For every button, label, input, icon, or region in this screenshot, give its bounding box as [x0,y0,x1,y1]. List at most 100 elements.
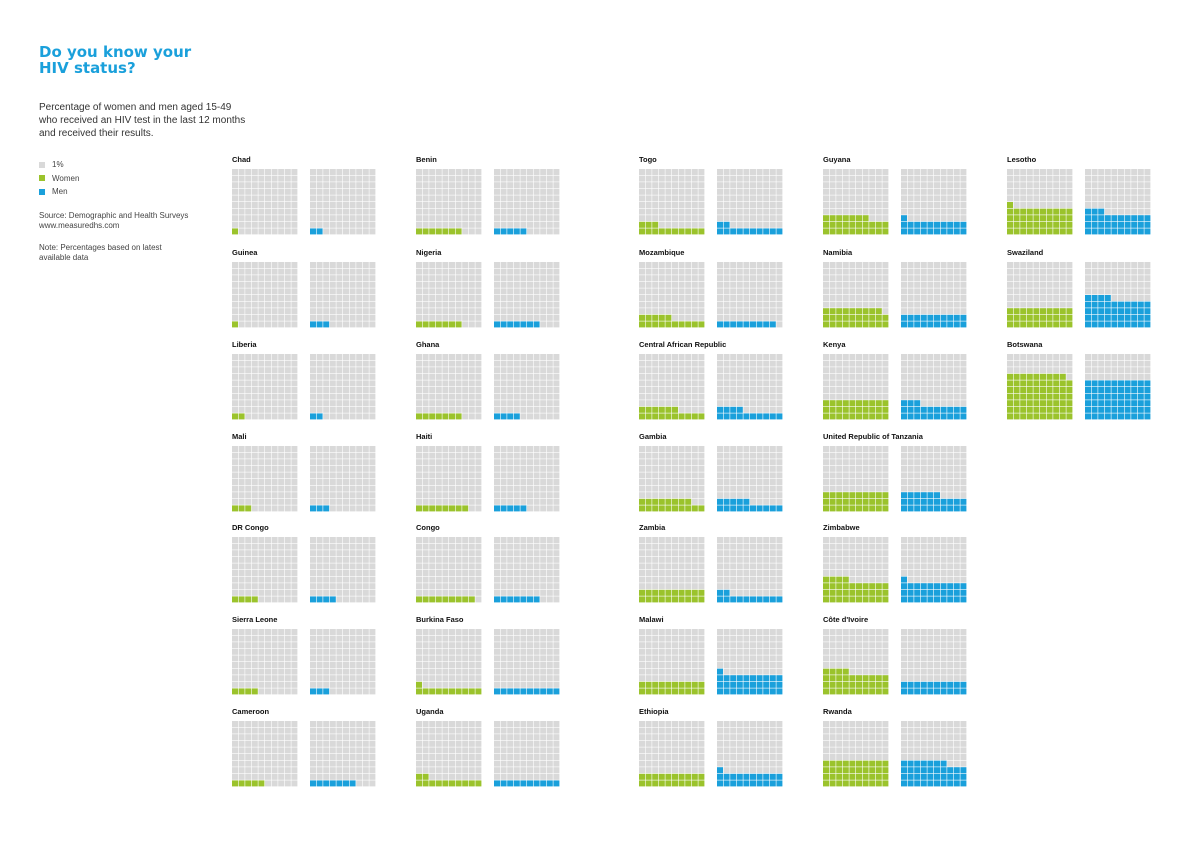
waffle-men-haiti-cell [540,452,547,459]
waffle-women-guinea-cell [284,262,291,268]
waffle-women-chad-cell [291,188,298,195]
waffle-men-ethiopia-cell [763,754,770,760]
waffle-men-chad-cell [310,208,316,215]
waffle-men-liberia-cell [362,373,369,380]
waffle-women-zambia-cell [698,543,705,550]
waffle-women-liberia-cell [278,354,285,360]
waffle-women-haiti-cell [449,459,455,466]
waffle-men-guyana-cell [947,195,954,202]
waffle-men-benin-cell [520,215,527,222]
waffle-women-congo-cell [429,583,436,590]
waffle-men-central-african-republic-cell [756,387,763,393]
waffle-men-mali-cell [323,505,330,512]
waffle-women-guyana-cell [836,182,843,189]
waffle-women-guinea-cell [232,281,238,288]
waffle-men-mozambique-cell [763,321,770,328]
waffle-women-mali-cell [265,465,271,472]
waffle-men-togo-cell [750,188,756,195]
waffle-women-ethiopia-cell [685,773,692,780]
waffle-men-gambia-cell [776,505,783,512]
waffle-men-burkina-faso-cell [540,655,547,662]
waffle-men-namibia-cell [907,268,914,275]
waffle-women-benin-cell [449,195,455,202]
waffle-women-mozambique-cell [691,262,698,268]
waffle-women-ethiopia-cell [678,740,685,747]
waffle-women-sierra-leone-cell [258,642,265,649]
waffle-women-mozambique-cell [685,288,692,295]
waffle-women-togo-cell [639,169,645,175]
waffle-men-central-african-republic-cell [776,387,783,393]
waffle-women-liberia-cell [291,400,298,407]
waffle-men-sierra-leone-cell [310,648,316,655]
waffle-men-dr-congo-cell [369,583,376,590]
waffle-women-guinea-cell [251,262,258,268]
waffle-men-united-republic-of-tanzania-cell [907,498,914,505]
waffle-men-haiti-cell [507,505,514,512]
waffle-men-namibia-cell [901,288,907,295]
waffle-men-zambia-cell [763,596,770,603]
waffle-women-cameroon-cell [271,740,278,747]
legend-item-unit: 1% [39,158,259,172]
waffle-men-dr-congo-cell [343,596,349,603]
waffle-men-haiti-cell [533,492,540,499]
waffle-women-gambia-cell [672,485,678,492]
waffle-men-togo-cell [750,195,756,202]
waffle-women-kenya-cell [842,373,849,380]
waffle-men-togo-cell [717,182,723,189]
waffle-women-dr-congo-cell [238,543,245,550]
waffle-men-cameroon-cell [323,760,330,767]
waffle-men-central-african-republic-cell [769,400,776,407]
waffle-men-namibia-cell [907,281,914,288]
waffle-men-sierra-leone-cell [362,629,369,635]
waffle-women-haiti-cell [462,452,469,459]
waffle-women-nigeria-cell [416,314,422,321]
waffle-women-ghana-cell [449,360,455,367]
waffle-men-ethiopia-cell [750,734,756,741]
waffle-men-kenya-cell [953,413,960,420]
waffle-women-congo-cell [468,596,475,603]
waffle-men-uganda-cell [546,747,553,754]
waffle-women-congo-cell [429,596,436,603]
waffle-men-sierra-leone-cell [356,648,363,655]
waffle-men-uganda-cell [546,734,553,741]
waffle-men-mali-cell [336,498,343,505]
waffle-women-liberia-cell [265,400,271,407]
waffle-women-mali-cell [258,505,265,512]
waffle-men-benin-cell [527,221,533,228]
waffle-men-guyana-cell [914,228,921,235]
waffle-women-ethiopia-cell [645,780,652,787]
waffle-women-guyana-cell [836,221,843,228]
waffle-men-mali-cell [336,452,343,459]
waffle-men-uganda-cell [520,721,527,727]
waffle-women-united-republic-of-tanzania-cell [836,479,843,485]
waffle-women-nigeria-cell [422,281,429,288]
waffle-women-ethiopia-cell [698,721,705,727]
waffle-women-mali-cell [278,459,285,466]
waffle-men-kenya-cell [920,367,927,374]
waffle-men-central-african-republic-cell [723,406,730,413]
waffle-women-burkina-faso-cell [435,642,442,649]
waffle-women-cameroon-cell [291,734,298,741]
waffle-men-congo-cell [494,589,500,596]
waffle-women-benin-cell [455,188,462,195]
waffle-women-guyana-cell [823,215,829,222]
waffle-men-ghana-cell [520,393,527,400]
waffle-women-united-republic-of-tanzania-cell [862,479,869,485]
waffle-men-mali-cell [336,479,343,485]
waffle-men-zambia-cell [730,543,737,550]
waffle-men-cameroon-cell [316,754,323,760]
waffle-men-chad-cell [362,228,369,235]
waffle-men-benin-cell [527,188,533,195]
waffle-men-central-african-republic-cell [723,354,730,360]
waffle-women-sierra-leone-cell [258,668,265,675]
waffle-women-liberia-cell [251,367,258,374]
waffle-women-chad-cell [265,215,271,222]
waffle-women-zambia-cell [658,596,665,603]
waffle-women-sierra-leone-cell [284,655,291,662]
waffle-women-guyana-cell [836,188,843,195]
waffle-men-sierra-leone-cell [336,648,343,655]
waffle-women-cameroon-cell [265,754,271,760]
waffle-women-united-republic-of-tanzania-cell [849,492,856,499]
legend-label-women: Women [52,173,80,183]
waffle-men-ghana-cell [513,367,520,374]
